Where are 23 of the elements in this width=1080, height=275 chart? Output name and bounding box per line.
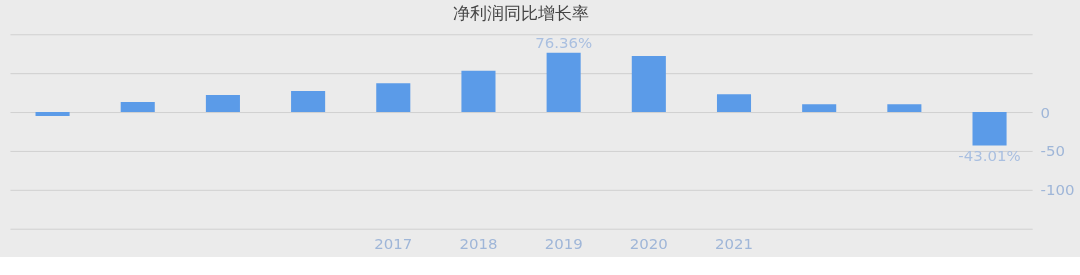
bar (376, 83, 411, 113)
x-tick-label: 2019 (544, 235, 583, 254)
x-tick-label: 2018 (459, 235, 498, 254)
bar (205, 94, 240, 113)
bar (631, 56, 666, 113)
data-label: -43.01% (958, 147, 1021, 166)
x-tick-label: 2017 (374, 235, 413, 254)
bar (887, 104, 922, 113)
chart-title: 净利润同比增长率 (453, 3, 590, 24)
bar (461, 70, 496, 113)
x-tick-label: 2021 (714, 235, 754, 254)
bar (35, 112, 70, 116)
y-tick-label: 0 (1040, 103, 1051, 122)
y-tick-label: -100 (1040, 181, 1075, 200)
bar (972, 112, 1007, 146)
bar (716, 94, 752, 113)
data-label: 76.36% (535, 33, 593, 52)
bar (120, 101, 155, 113)
bar (802, 104, 837, 113)
bar (291, 91, 326, 113)
x-tick-label: 2020 (629, 235, 668, 254)
y-tick-label: -50 (1040, 142, 1066, 161)
bar (546, 52, 581, 113)
